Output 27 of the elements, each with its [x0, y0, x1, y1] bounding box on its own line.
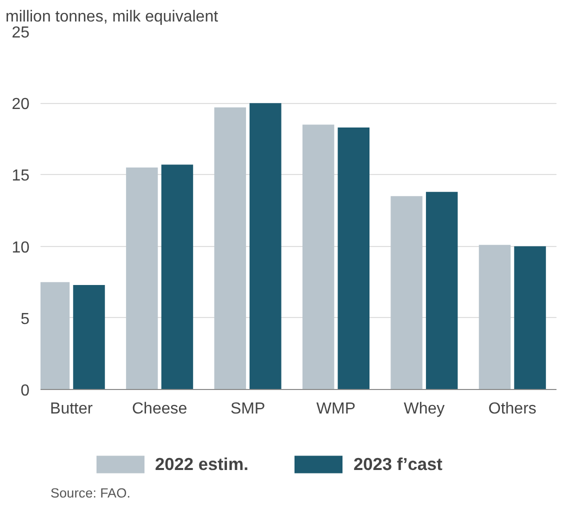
bar	[250, 103, 282, 390]
y-tick-label: 5	[20, 310, 30, 328]
source-note: Source: FAO.	[50, 486, 131, 500]
x-tick-label: Cheese	[132, 400, 188, 418]
y-tick-label: 20	[12, 96, 30, 114]
bar	[478, 244, 511, 390]
bar	[426, 192, 458, 390]
x-tick-label: Others	[488, 400, 536, 418]
y-tick-label: 25	[12, 24, 30, 42]
bar	[73, 284, 105, 390]
x-tick-label: Butter	[50, 400, 94, 418]
bar	[214, 107, 246, 390]
bar	[161, 164, 194, 390]
y-tick-label: 15	[12, 168, 30, 185]
y-axis-title: million tonnes, milk equivalent	[6, 8, 219, 26]
bar	[302, 124, 334, 390]
bar	[514, 246, 546, 390]
bar	[126, 168, 158, 390]
legend-label: 2023 f’cast	[353, 454, 442, 474]
bar	[338, 127, 370, 390]
x-tick-label: SMP	[230, 400, 266, 418]
x-tick-label: WMP	[316, 400, 356, 418]
bar	[390, 196, 422, 390]
y-tick-label: 10	[12, 239, 30, 256]
legend-label: 2022 estim.	[155, 454, 248, 474]
x-tick-label: Whey	[404, 400, 445, 418]
y-tick-label: 0	[20, 382, 30, 400]
